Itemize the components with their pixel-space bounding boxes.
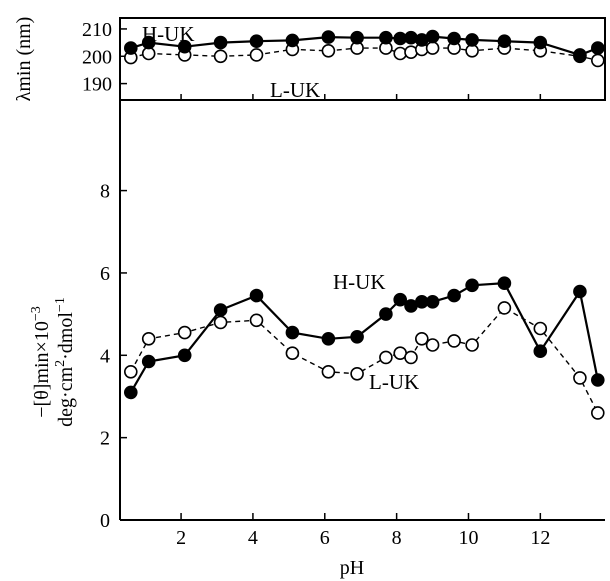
bottom-y-axis-title-line2: deg·cm2·dmol−1	[53, 297, 77, 427]
bottom-point-l-uk	[447, 334, 461, 348]
bottom-point-h-uk	[141, 354, 156, 369]
bottom-point-l-uk	[141, 331, 156, 346]
bottom-label-h-uk: H-UK	[333, 270, 386, 294]
bottom-point-h-uk	[447, 288, 461, 303]
bottom-point-l-uk	[465, 338, 479, 352]
bottom-point-h-uk	[124, 385, 138, 400]
ylabel-line1-sup: −3	[29, 306, 44, 321]
top-point-h-uk	[350, 30, 364, 45]
top-point-h-uk	[124, 41, 138, 55]
top-point-l-uk	[321, 43, 336, 58]
bottom-y-tick-label: 4	[100, 345, 110, 367]
top-point-h-uk	[379, 30, 393, 45]
bottom-x-tick-label: 12	[530, 527, 550, 549]
bottom-point-l-uk	[213, 315, 228, 330]
bottom-point-h-uk	[590, 373, 605, 387]
bottom-x-tick-label: 10	[458, 527, 478, 549]
top-point-h-uk	[465, 33, 479, 47]
bottom-point-l-uk	[533, 321, 548, 336]
bottom-point-l-uk	[177, 325, 192, 340]
bottom-point-l-uk	[379, 350, 393, 365]
bottom-x-tick-label: 4	[248, 527, 258, 549]
top-point-h-uk	[404, 30, 418, 45]
bottom-point-h-uk	[465, 278, 479, 293]
ylabel-line1-text: −[θ]min×10	[31, 321, 53, 418]
bottom-line-l-uk	[130, 307, 599, 414]
top-point-l-uk	[249, 48, 264, 62]
bottom-point-l-uk	[414, 331, 429, 346]
bottom-x-tick-label: 8	[392, 527, 402, 549]
top-point-l-uk	[425, 41, 440, 55]
bottom-point-l-uk	[285, 346, 300, 361]
bottom-point-l-uk	[404, 350, 418, 365]
top-point-h-uk	[249, 34, 264, 49]
ylabel-line2-text: deg·cm	[55, 366, 77, 426]
x-axis-title: pH	[340, 557, 364, 579]
bottom-y-tick-label: 0	[100, 510, 110, 532]
top-point-l-uk	[213, 49, 228, 64]
top-point-h-uk	[321, 30, 336, 44]
top-panel: 190 200 210 H-UK L-UK λmin (nm)	[13, 17, 606, 102]
bottom-point-l-uk	[350, 366, 364, 381]
bottom-point-l-uk	[590, 406, 605, 420]
top-point-h-uk	[497, 34, 512, 49]
ylabel-line2b-sup: −1	[53, 297, 68, 312]
top-point-h-uk	[141, 35, 156, 50]
bottom-point-h-uk	[425, 294, 440, 309]
top-panel-frame	[119, 17, 606, 101]
ylabel-line2-sup: 2	[53, 360, 68, 367]
bottom-point-l-uk	[124, 364, 138, 379]
top-point-h-uk	[447, 31, 461, 46]
ylabel-line2b-text: ·dmol	[55, 312, 77, 360]
bottom-point-h-uk	[321, 331, 336, 346]
bottom-point-l-uk	[573, 371, 587, 385]
bottom-y-axis-title-line1: −[θ]min×10−3	[29, 306, 53, 417]
top-y-tick-label: 200	[82, 46, 112, 68]
bottom-point-l-uk	[425, 338, 440, 352]
bottom-point-l-uk	[249, 313, 264, 328]
top-y-ticks: 190 200 210	[82, 19, 542, 100]
bottom-line-h-uk	[129, 282, 599, 393]
bottom-y-tick-label: 6	[100, 263, 110, 285]
bottom-point-h-uk	[393, 292, 408, 307]
top-series-layer	[124, 29, 605, 68]
bottom-point-h-uk	[350, 329, 364, 344]
bottom-point-h-uk	[213, 303, 228, 317]
bottom-label-l-uk: L-UK	[369, 370, 419, 394]
top-point-h-uk	[425, 29, 440, 44]
top-y-tick-label: 190	[82, 74, 112, 96]
top-point-h-uk	[533, 35, 548, 50]
bottom-y-tick-label: 8	[100, 181, 110, 203]
bottom-x-tick-label: 2	[176, 527, 186, 549]
top-line-h-uk	[130, 35, 599, 57]
bottom-series-layer	[124, 276, 605, 420]
bottom-x-tick-label: 6	[320, 527, 330, 549]
bottom-point-h-uk	[285, 325, 300, 340]
top-point-h-uk	[573, 48, 587, 62]
top-point-h-uk	[590, 41, 605, 55]
top-label-l-uk: L-UK	[270, 78, 320, 102]
top-point-h-uk	[213, 35, 228, 50]
bottom-y-tick-label: 2	[100, 428, 110, 450]
bottom-ticks: 0 2 4 6 8 2 4 6 8 10 12	[100, 181, 550, 549]
top-y-tick-label: 210	[82, 19, 112, 41]
top-point-l-uk	[590, 53, 605, 68]
bottom-point-h-uk	[573, 284, 587, 299]
bottom-point-h-uk	[249, 288, 264, 303]
bottom-point-h-uk	[497, 276, 512, 291]
bottom-point-h-uk	[379, 307, 393, 321]
top-point-h-uk	[177, 39, 192, 54]
top-label-h-uk: H-UK	[142, 22, 195, 46]
bottom-point-l-uk	[321, 364, 336, 379]
bottom-point-l-uk	[497, 301, 512, 315]
top-y-axis-title: λmin (nm)	[13, 17, 35, 102]
bottom-point-h-uk	[533, 344, 548, 359]
bottom-point-h-uk	[177, 348, 192, 363]
top-line-l-uk	[130, 47, 598, 62]
top-point-h-uk	[285, 33, 300, 48]
